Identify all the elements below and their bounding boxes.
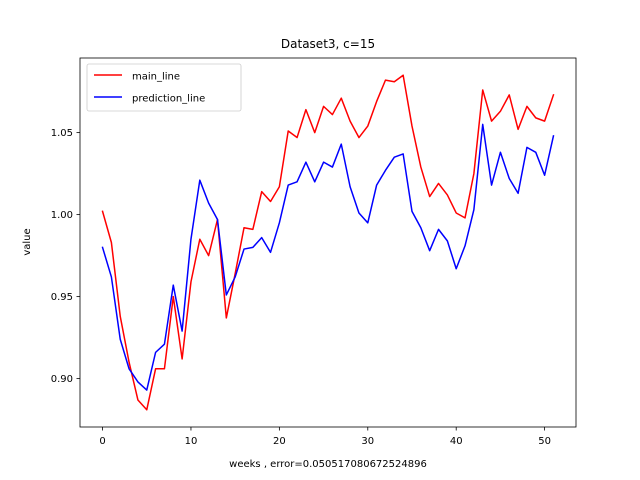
legend: main_line prediction_line bbox=[86, 63, 242, 112]
y-tick-label: 0.90 bbox=[51, 374, 73, 385]
x-tick-label: 50 bbox=[538, 436, 551, 447]
y-tick-label: 0.95 bbox=[51, 292, 73, 303]
y-tick-label: 1.05 bbox=[51, 128, 73, 139]
legend-label-main-line: main_line bbox=[132, 72, 180, 83]
x-axis-ticks: 0 10 20 30 40 50 bbox=[99, 427, 551, 447]
y-tick-label: 1.00 bbox=[51, 210, 73, 221]
series-layer bbox=[101, 74, 555, 411]
y-axis-ticks: 0.90 0.95 1.00 1.05 bbox=[51, 128, 80, 385]
plot-frame bbox=[79, 57, 577, 428]
series-line-main-line bbox=[101, 74, 555, 411]
chart-title: Dataset3, c=15 bbox=[281, 37, 375, 51]
x-tick-label: 20 bbox=[273, 436, 286, 447]
x-axis-label: weeks , error=0.050517080672524896 bbox=[229, 459, 427, 470]
x-tick-label: 10 bbox=[185, 436, 198, 447]
x-tick-label: 40 bbox=[450, 436, 463, 447]
y-axis-label: value bbox=[22, 228, 33, 255]
x-tick-label: 30 bbox=[361, 436, 374, 447]
legend-label-prediction-line: prediction_line bbox=[132, 94, 205, 105]
series-line-prediction-line bbox=[101, 123, 555, 391]
legend-box bbox=[86, 63, 242, 112]
x-tick-label: 0 bbox=[99, 436, 105, 447]
